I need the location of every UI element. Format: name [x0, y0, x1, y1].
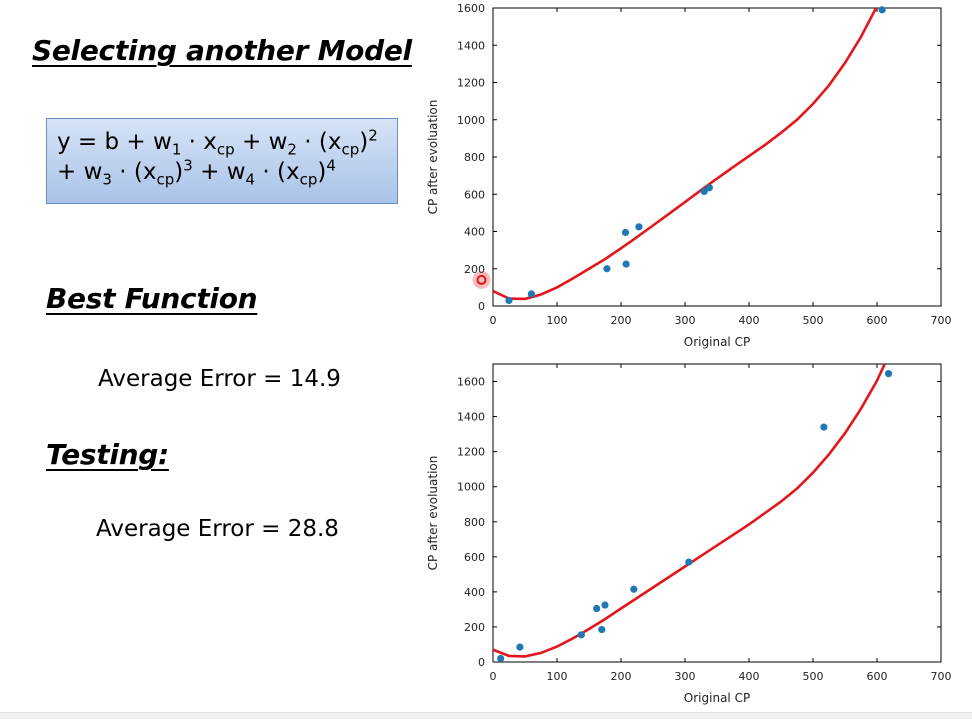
testing-data-chart: 0 100 200 300 400 500 600 700 0 200 400 600 800 1000 1… [426, 363, 952, 705]
y-axis-label: CP after evoluation [426, 456, 440, 571]
formula-subscript: 1 [171, 140, 182, 159]
data-point [635, 223, 643, 231]
data-point [630, 585, 638, 593]
data-point [878, 6, 886, 14]
x-tick-label: 600 [867, 670, 888, 683]
testing-average-error: Average Error = 28.8 [96, 516, 339, 542]
data-point [705, 184, 713, 192]
data-point [527, 290, 535, 298]
formula-subscript: cp [299, 170, 318, 189]
pointer-dot [476, 274, 487, 285]
data-point [577, 631, 585, 639]
x-axis-label: Original CP [684, 691, 750, 705]
formula-text: · (x [111, 159, 157, 185]
formula-text: + w [234, 129, 288, 155]
x-tick-label: 500 [803, 314, 824, 327]
formula-subscript: 4 [245, 170, 256, 189]
x-axis-label: Original CP [684, 335, 750, 349]
x-tick-label: 0 [490, 670, 497, 683]
x-tick-label: 500 [803, 670, 824, 683]
x-tick-label: 600 [867, 314, 888, 327]
formula-text: · (x [255, 159, 300, 185]
formula-text: ) [359, 129, 369, 155]
y-tick-label: 1400 [457, 39, 485, 52]
formula-text: ) [174, 159, 184, 185]
y-tick-label: 1000 [457, 481, 485, 494]
training-average-error: Average Error = 14.9 [98, 366, 341, 392]
training-data-chart: 0 100 200 300 400 500 600 700 0 200 400 600 800 1000 1… [426, 2, 952, 349]
y-tick-label: 1600 [457, 376, 485, 389]
x-tick-label: 0 [490, 314, 497, 327]
y-tick-label: 1000 [457, 114, 485, 127]
x-tick-label: 400 [739, 314, 760, 327]
formula-superscript: 2 [368, 126, 378, 145]
y-tick-label: 1400 [457, 411, 485, 424]
x-tick-label: 300 [675, 670, 696, 683]
x-tick-label: 200 [611, 670, 632, 683]
pointer-highlight [472, 270, 491, 289]
data-point [593, 604, 601, 613]
y-axis-label: CP after evoluation [426, 100, 440, 215]
formula-superscript: 4 [326, 156, 336, 175]
data-point [603, 265, 611, 273]
plot-frame [492, 7, 942, 307]
data-point [497, 654, 505, 663]
formula-subscript: cp [156, 170, 175, 189]
formula-subscript: 2 [287, 140, 297, 159]
y-tick-label: 600 [464, 551, 485, 564]
fitted-curve [493, 8, 878, 301]
x-tick-label: 200 [611, 314, 632, 327]
data-point [884, 370, 893, 378]
formula-text: + w [192, 159, 246, 185]
formula-subscript: 3 [102, 170, 112, 189]
data-point [598, 625, 606, 634]
formula-line-1: y = b + w1 · xcp + w2 · (xcp)2 [57, 127, 387, 157]
y-tick-label: 1200 [457, 77, 485, 90]
data-point [685, 558, 693, 566]
y-tick-label: 1200 [457, 446, 485, 459]
x-tick-label: 700 [931, 314, 952, 327]
slide-title: Selecting another Model [32, 34, 412, 67]
data-point [622, 260, 630, 268]
y-tick-label: 400 [464, 226, 485, 239]
x-tick-label: 700 [931, 670, 952, 683]
formula-text: + w [57, 159, 103, 185]
data-point [601, 601, 609, 609]
x-tick-label: 100 [547, 670, 568, 683]
y-tick-label: 200 [464, 621, 485, 634]
formula-text: · (x [296, 129, 342, 155]
model-formula: y = b + w1 · xcp + w2 · (xcp)2 + w3 · (x… [46, 118, 398, 204]
y-tick-label: 0 [478, 656, 485, 669]
data-point [516, 643, 524, 651]
y-tick-label: 800 [464, 516, 485, 529]
fitted-curve [493, 364, 886, 658]
testing-heading: Testing: [46, 438, 169, 471]
formula-text: ) [317, 159, 327, 185]
data-point [700, 187, 708, 196]
best-function-heading: Best Function [46, 282, 258, 315]
formula-superscript: 3 [183, 156, 193, 175]
data-point [820, 423, 828, 431]
y-tick-label: 1600 [457, 2, 485, 15]
data-point [505, 296, 513, 305]
x-tick-label: 400 [739, 670, 760, 683]
formula-text: y = b + w [57, 129, 172, 155]
formula-subscript: cp [216, 140, 235, 159]
plot-frame [492, 363, 942, 663]
y-tick-label: 800 [464, 151, 485, 164]
page-footer-bar [0, 712, 972, 719]
y-tick-label: 0 [478, 300, 485, 313]
x-tick-label: 300 [675, 314, 696, 327]
data-point [621, 228, 630, 237]
formula-line-2: + w3 · (xcp)3 + w4 · (xcp)4 [57, 157, 387, 187]
x-tick-label: 100 [547, 314, 568, 327]
formula-text: · x [181, 129, 217, 155]
y-tick-label: 200 [464, 263, 485, 276]
y-tick-label: 400 [464, 586, 485, 599]
y-tick-label: 600 [464, 188, 485, 201]
formula-subscript: cp [341, 140, 360, 159]
